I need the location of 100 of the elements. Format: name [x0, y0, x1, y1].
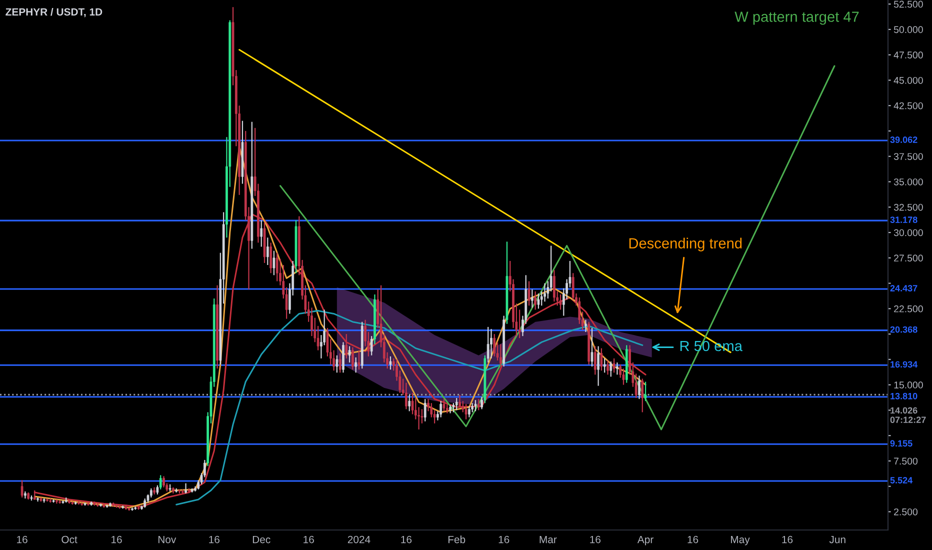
y-tick-label: 7.500	[894, 458, 918, 465]
x-tick-label: 16	[209, 536, 220, 544]
y-tick-label: 47.500	[894, 52, 923, 58]
y-tick-label: 37.500	[894, 153, 923, 160]
candlestick	[534, 290, 537, 310]
candlestick	[345, 333, 348, 359]
candlestick	[266, 237, 269, 266]
candlestick	[641, 378, 644, 413]
ref-line-label: 31.178	[890, 216, 918, 223]
x-tick-label: 16	[782, 536, 793, 544]
candlestick	[33, 490, 36, 500]
candlestick	[354, 356, 358, 374]
candlestick	[544, 282, 546, 302]
x-tick-label: Apr	[637, 536, 654, 546]
candlestick	[486, 326, 490, 364]
candlestick	[162, 476, 165, 488]
x-tick-label: Mar	[540, 536, 557, 544]
candlestick	[594, 346, 596, 376]
candlestick	[603, 358, 606, 374]
candlestick	[490, 328, 492, 359]
candlestick	[348, 346, 351, 364]
x-tick-label: Feb	[448, 536, 466, 544]
candlestick	[559, 294, 562, 310]
candlestick	[150, 488, 152, 498]
candlestick	[477, 398, 480, 411]
x-tick-label: 16	[688, 536, 698, 544]
annotation: W pattern target 47	[734, 12, 859, 25]
x-tick-label: Jun	[829, 536, 846, 544]
candlestick	[336, 354, 338, 374]
candlestick	[616, 362, 618, 376]
candlestick	[499, 344, 502, 366]
y-tick-label: 50.000	[894, 26, 923, 34]
candlestick	[537, 292, 540, 310]
candlestick	[468, 406, 470, 418]
candlestick	[358, 350, 360, 370]
candlestick	[606, 360, 609, 376]
y-tick-label: 52.500	[894, 0, 923, 8]
candlestick	[276, 252, 278, 282]
candlestick	[610, 360, 612, 378]
candlestick	[338, 352, 342, 374]
y-tick-label: 22.500	[894, 305, 923, 312]
candlestick	[553, 270, 556, 302]
x-tick-label: 16	[590, 536, 600, 544]
candlestick	[270, 242, 272, 274]
candlestick	[455, 397, 458, 411]
candlestick	[370, 336, 373, 356]
candlestick	[528, 280, 530, 306]
ref-line-label: 39.062	[890, 136, 918, 143]
candlestick	[622, 368, 625, 386]
candlestick	[389, 356, 392, 370]
y-tick-label: 2.500	[894, 508, 918, 516]
candlestick	[159, 474, 162, 490]
ref-line-label: 16.934	[890, 361, 918, 368]
y-tick-label: 45.000	[894, 76, 923, 84]
ref-line-label: 9.155	[890, 440, 912, 447]
x-tick-label: Dec	[252, 536, 270, 544]
candlestick	[144, 498, 146, 508]
line-series	[176, 310, 644, 506]
ref-line-label: 5.524	[890, 477, 913, 484]
candlestick	[590, 327, 594, 368]
candlestick	[442, 398, 446, 412]
candlestick	[638, 375, 640, 400]
ref-line-label: 20.368	[890, 326, 918, 333]
candlestick	[480, 396, 483, 410]
x-tick-label: 16	[498, 536, 510, 544]
candlestick	[474, 399, 477, 412]
annotation: Descending trend	[629, 238, 742, 252]
candlestick	[458, 394, 461, 408]
ref-line-label: 24.437	[890, 285, 918, 292]
y-tick-label: 30.000	[894, 229, 923, 236]
candlestick	[464, 404, 468, 420]
candlestick	[184, 482, 187, 494]
x-tick-label: Nov	[158, 536, 176, 544]
candlestick	[351, 346, 354, 370]
y-tick-label: 15.000	[894, 382, 923, 388]
candlestick	[408, 394, 411, 412]
candlestick	[493, 333, 496, 357]
x-tick-label: 16	[112, 536, 122, 544]
ref-line-label: 13.810	[890, 392, 918, 400]
candlestick	[600, 348, 603, 372]
candlestick	[612, 358, 616, 374]
candlestick	[584, 319, 587, 333]
x-tick-label: May	[731, 536, 750, 546]
y-tick-label: 35.000	[894, 178, 923, 186]
x-tick-label: 16	[401, 536, 412, 544]
candlestick	[405, 382, 408, 410]
x-tick-label: 16	[17, 536, 28, 544]
candlestick	[440, 400, 442, 418]
y-tick-label: 42.500	[894, 102, 923, 110]
x-tick-label: Oct	[62, 536, 78, 544]
candlestick	[20, 480, 24, 498]
candlestick	[156, 484, 159, 496]
y-tick-label: 27.500	[894, 254, 923, 262]
candlestick	[644, 381, 647, 402]
candlestick	[424, 398, 426, 422]
ref-line-label: 14.026 07:12:27	[890, 407, 926, 424]
candlestick	[597, 346, 600, 386]
line-series	[279, 65, 836, 430]
text: ZEPHYR / USDT, 1D	[6, 8, 102, 18]
candlestick	[530, 288, 534, 308]
